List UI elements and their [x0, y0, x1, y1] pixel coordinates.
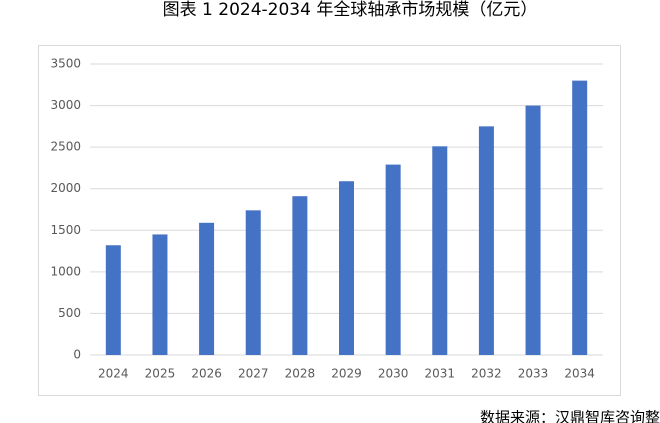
y-tick-label: 500	[58, 306, 81, 320]
x-tick-label: 2026	[191, 367, 222, 381]
source-note: 数据来源：汉鼎智库咨询整	[480, 409, 660, 423]
x-tick-label: 2032	[471, 367, 502, 381]
y-tick-label: 3000	[50, 98, 81, 112]
bar	[292, 196, 308, 355]
bar	[105, 245, 121, 355]
x-tick-label: 2027	[238, 367, 269, 381]
x-tick-label: 2033	[518, 367, 549, 381]
y-tick-label: 2500	[50, 140, 81, 154]
x-tick-label: 2034	[564, 367, 595, 381]
bar	[245, 210, 261, 355]
y-tick-label: 1500	[50, 223, 81, 237]
x-tick-label: 2025	[145, 367, 176, 381]
y-tick-label: 0	[73, 348, 81, 362]
x-tick-label: 2031	[424, 367, 455, 381]
bar	[152, 234, 168, 355]
chart-frame	[38, 45, 621, 396]
bar	[432, 146, 448, 355]
bar	[199, 222, 215, 355]
y-tick-label: 2000	[50, 181, 81, 195]
x-tick-label: 2028	[285, 367, 316, 381]
y-tick-label: 1000	[50, 264, 81, 278]
bar	[525, 105, 541, 355]
bar	[572, 80, 588, 355]
bar	[339, 181, 354, 355]
y-tick-label: 3500	[50, 57, 81, 71]
bar	[478, 126, 494, 355]
bar	[385, 164, 401, 355]
x-tick-label: 2024	[98, 367, 129, 381]
x-tick-label: 2030	[378, 367, 409, 381]
chart-title: 图表 1 2024-2034 年全球轴承市场规模（亿元）	[163, 0, 538, 20]
x-tick-label: 2029	[331, 367, 362, 381]
